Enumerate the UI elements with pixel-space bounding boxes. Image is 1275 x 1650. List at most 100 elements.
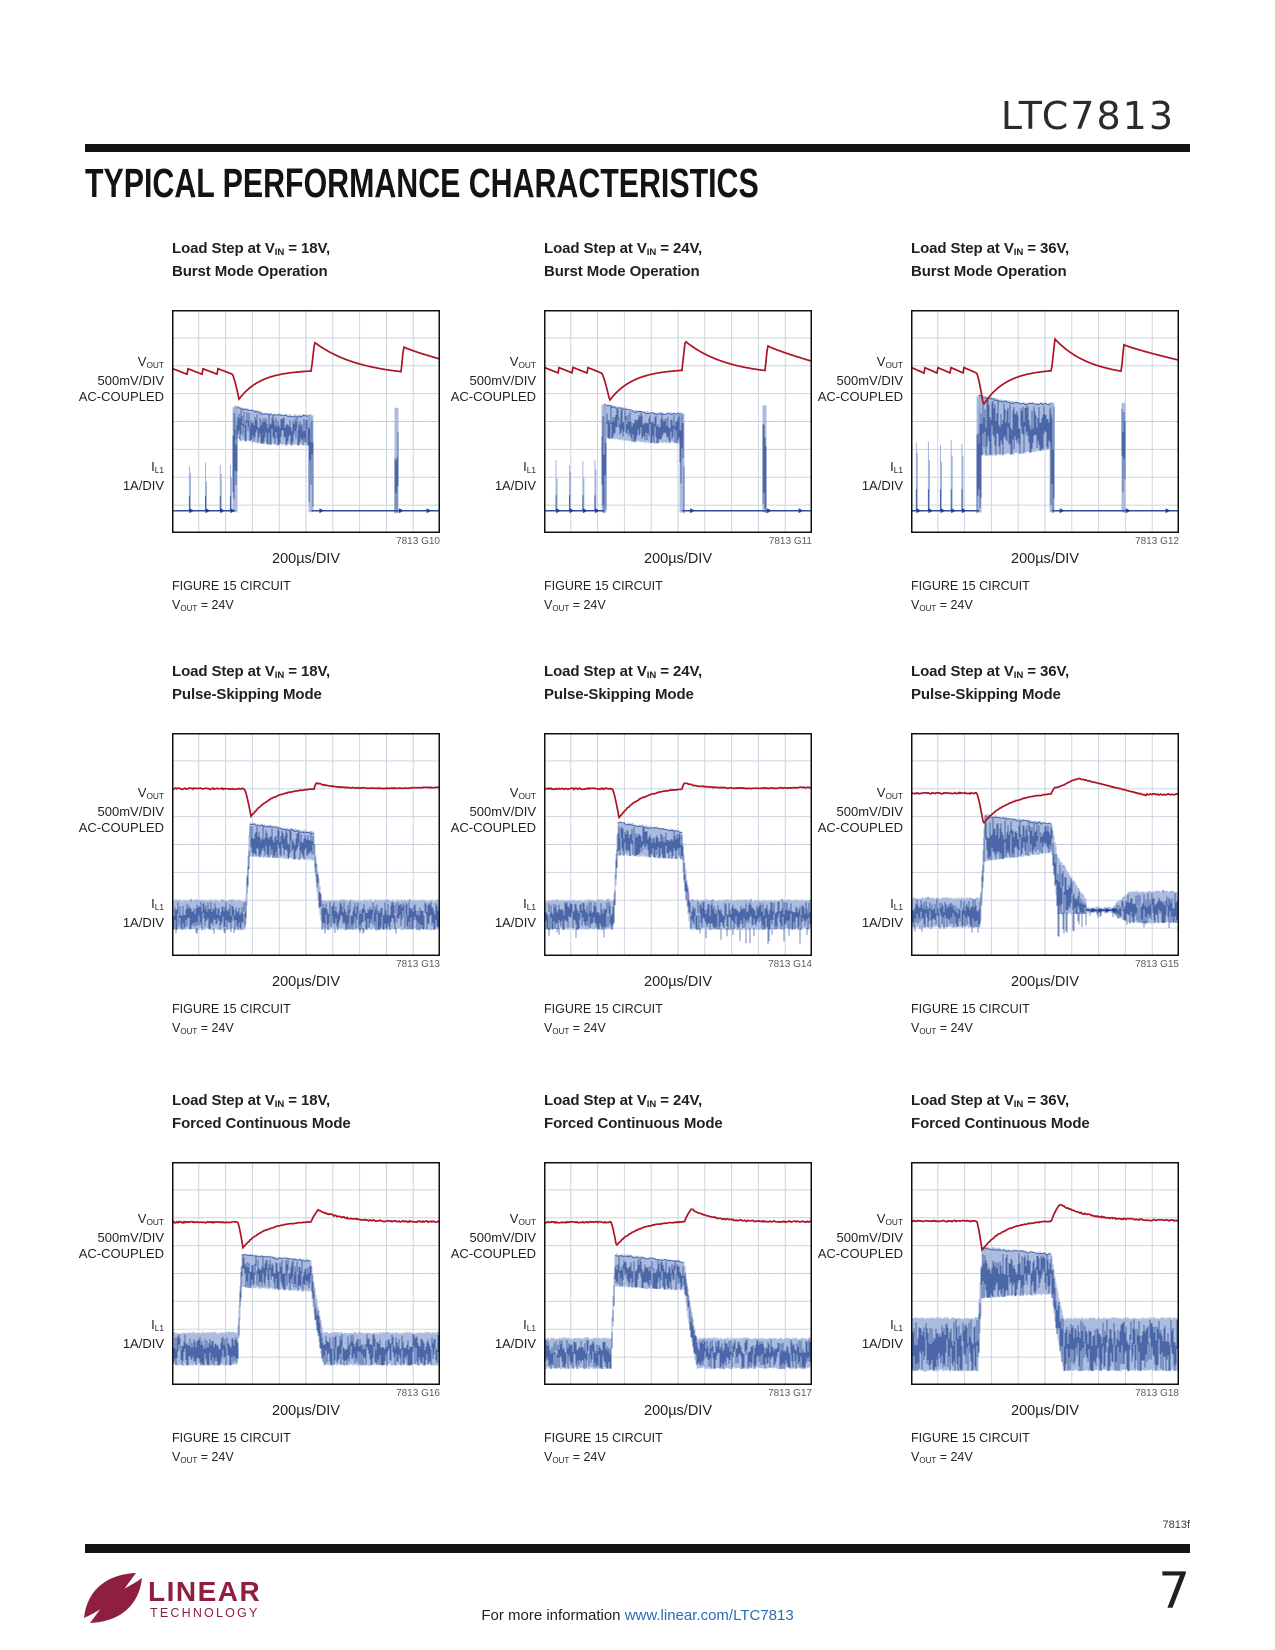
- vout-coupling: AC-COUPLED: [817, 388, 903, 404]
- il-axis-label: IL1 1A/DIV: [494, 1317, 536, 1352]
- vin-subscript: IN: [274, 670, 285, 682]
- oscilloscope-plot: [544, 310, 812, 533]
- plot-title: Load Step at VIN = 36V, Forced Continuous…: [911, 1092, 1090, 1133]
- il-axis-label: IL1 1A/DIV: [861, 896, 903, 931]
- graph-id: 7813 G10: [396, 536, 440, 547]
- header-rule: [85, 144, 1190, 152]
- vout-scale: 500mV/DIV: [97, 373, 164, 389]
- oscilloscope-plot: [172, 733, 440, 956]
- il-axis-label: IL1 1A/DIV: [122, 459, 164, 494]
- il-axis-label: IL1 1A/DIV: [122, 1317, 164, 1352]
- oscilloscope-plot: [911, 310, 1179, 533]
- figure-caption: FIGURE 15 CIRCUIT VOUT = 24V: [911, 1431, 1030, 1465]
- section-title: TYPICAL PERFORMANCE CHARACTERISTICS: [85, 160, 759, 206]
- vout-scale: 500mV/DIV: [97, 804, 164, 820]
- vout-axis-label: VOUT 500mV/DIV AC-COUPLED: [817, 354, 903, 404]
- figure-caption: FIGURE 15 CIRCUIT VOUT = 24V: [172, 1431, 291, 1465]
- vout-axis-label: VOUT 500mV/DIV AC-COUPLED: [817, 785, 903, 835]
- plot-title-line1: Load Step at V: [172, 240, 275, 257]
- il-scale: 1A/DIV: [122, 478, 164, 494]
- vout-scale: 500mV/DIV: [469, 1230, 536, 1246]
- plot-title-line2: Pulse-Skipping Mode: [911, 686, 1061, 704]
- vin-subscript: IN: [646, 1099, 657, 1111]
- vout-coupling: AC-COUPLED: [817, 1245, 903, 1261]
- figure-caption: FIGURE 15 CIRCUIT VOUT = 24V: [544, 579, 663, 613]
- time-scale-label: 200µs/DIV: [644, 974, 712, 990]
- vin-subscript: IN: [1013, 1099, 1024, 1111]
- plot-title-line1: Load Step at V: [911, 240, 1014, 257]
- vout-axis-label: VOUT 500mV/DIV AC-COUPLED: [450, 354, 536, 404]
- figure-caption: FIGURE 15 CIRCUIT VOUT = 24V: [544, 1002, 663, 1036]
- plot-title: Load Step at VIN = 18V, Burst Mode Operat…: [172, 240, 331, 281]
- vout-scale: 500mV/DIV: [97, 1230, 164, 1246]
- linear-technology-logo: LINEAR TECHNOLOGY: [84, 1573, 261, 1623]
- plot-title-line1: Load Step at V: [544, 1092, 647, 1109]
- vout-scale: 500mV/DIV: [469, 804, 536, 820]
- plot-title: Load Step at VIN = 24V, Burst Mode Operat…: [544, 240, 703, 281]
- vout-coupling: AC-COUPLED: [78, 388, 164, 404]
- plot-title-line1: Load Step at V: [172, 1092, 275, 1109]
- time-scale-label: 200µs/DIV: [644, 551, 712, 567]
- vout-axis-label: VOUT 500mV/DIV AC-COUPLED: [78, 1211, 164, 1261]
- plot-title: Load Step at VIN = 36V, Burst Mode Operat…: [911, 240, 1070, 281]
- vout-scale: 500mV/DIV: [836, 1230, 903, 1246]
- plot-title-line2: Forced Continuous Mode: [172, 1115, 351, 1133]
- oscilloscope-plot: [911, 1162, 1179, 1385]
- plot-title-line2: Burst Mode Operation: [172, 263, 328, 281]
- il-axis-label: IL1 1A/DIV: [494, 896, 536, 931]
- vout-coupling: AC-COUPLED: [450, 388, 536, 404]
- plot-cell: Load Step at VIN = 36V, Pulse-Skipping Mo…: [751, 658, 1179, 1048]
- oscilloscope-plot: [172, 310, 440, 533]
- graph-id: 7813 G15: [1135, 959, 1179, 970]
- il-scale: 1A/DIV: [861, 1336, 903, 1352]
- figure-caption: FIGURE 15 CIRCUIT VOUT = 24V: [911, 579, 1030, 613]
- plot-cell: Load Step at VIN = 24V, Forced Continuous…: [384, 1087, 812, 1477]
- datasheet-link[interactable]: www.linear.com/LTC7813: [624, 1607, 794, 1624]
- vin-subscript: IN: [646, 247, 657, 259]
- vout-scale: 500mV/DIV: [469, 373, 536, 389]
- vin-subscript: IN: [274, 1099, 285, 1111]
- vin-subscript: IN: [646, 670, 657, 682]
- vout-axis-label: VOUT 500mV/DIV AC-COUPLED: [450, 1211, 536, 1261]
- time-scale-label: 200µs/DIV: [272, 974, 340, 990]
- il-scale: 1A/DIV: [494, 478, 536, 494]
- footer-info: For more information www.linear.com/LTC7…: [0, 1607, 1275, 1624]
- plot-cell: Load Step at VIN = 36V, Burst Mode Operat…: [751, 235, 1179, 625]
- vout-coupling: AC-COUPLED: [450, 819, 536, 835]
- footer-info-text: For more information: [481, 1607, 625, 1624]
- vin-subscript: IN: [1013, 247, 1024, 259]
- oscilloscope-plot: [544, 1162, 812, 1385]
- plot-title-line1: Load Step at V: [544, 240, 647, 257]
- time-scale-label: 200µs/DIV: [1011, 1403, 1079, 1419]
- graph-id: 7813 G14: [768, 959, 812, 970]
- il-scale: 1A/DIV: [861, 915, 903, 931]
- plot-cell: Load Step at VIN = 18V, Pulse-Skipping Mo…: [12, 658, 440, 1048]
- time-scale-label: 200µs/DIV: [644, 1403, 712, 1419]
- il-scale: 1A/DIV: [122, 915, 164, 931]
- plot-title: Load Step at VIN = 24V, Forced Continuous…: [544, 1092, 723, 1133]
- vin-subscript: IN: [274, 247, 285, 259]
- graph-id: 7813 G17: [768, 1388, 812, 1399]
- plot-title-line1: Load Step at V: [911, 663, 1014, 680]
- vout-scale: 500mV/DIV: [836, 804, 903, 820]
- vout-coupling: AC-COUPLED: [78, 1245, 164, 1261]
- oscilloscope-plot: [544, 733, 812, 956]
- il-scale: 1A/DIV: [494, 915, 536, 931]
- il-scale: 1A/DIV: [861, 478, 903, 494]
- time-scale-label: 200µs/DIV: [272, 551, 340, 567]
- il-scale: 1A/DIV: [122, 1336, 164, 1352]
- vout-axis-label: VOUT 500mV/DIV AC-COUPLED: [78, 354, 164, 404]
- vout-coupling: AC-COUPLED: [450, 1245, 536, 1261]
- figure-caption: FIGURE 15 CIRCUIT VOUT = 24V: [172, 1002, 291, 1036]
- lt-mark: [84, 1573, 142, 1623]
- vout-axis-label: VOUT 500mV/DIV AC-COUPLED: [450, 785, 536, 835]
- figure-caption: FIGURE 15 CIRCUIT VOUT = 24V: [911, 1002, 1030, 1036]
- logo-linear-text: LINEAR: [148, 1576, 261, 1607]
- plot-title-line1: Load Step at V: [172, 663, 275, 680]
- plot-title: Load Step at VIN = 24V, Pulse-Skipping Mo…: [544, 663, 703, 704]
- il-axis-label: IL1 1A/DIV: [122, 896, 164, 931]
- plot-cell: Load Step at VIN = 24V, Burst Mode Operat…: [384, 235, 812, 625]
- il-axis-label: IL1 1A/DIV: [861, 459, 903, 494]
- plot-cell: Load Step at VIN = 36V, Forced Continuous…: [751, 1087, 1179, 1477]
- plot-title: Load Step at VIN = 36V, Pulse-Skipping Mo…: [911, 663, 1070, 704]
